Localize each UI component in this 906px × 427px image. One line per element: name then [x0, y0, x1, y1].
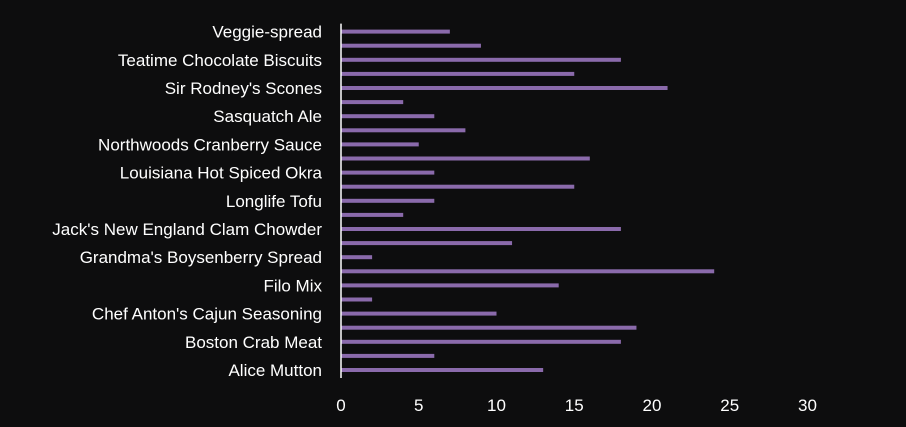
bar: [341, 114, 435, 119]
bar-group: [341, 29, 715, 372]
bar: [341, 170, 435, 175]
category-label: Alice Mutton: [228, 361, 322, 380]
bar: [341, 156, 590, 161]
category-label: Grandma's Boysenberry Spread: [80, 248, 322, 267]
category-label: Filo Mix: [263, 276, 322, 295]
bar: [341, 142, 419, 147]
bar: [341, 128, 466, 133]
bar: [341, 269, 715, 274]
category-label: Sasquatch Ale: [213, 107, 322, 126]
category-label: Northwoods Cranberry Sauce: [98, 135, 322, 154]
bar: [341, 255, 373, 260]
x-tick-label: 30: [798, 396, 817, 415]
category-label: Chef Anton's Cajun Seasoning: [92, 305, 322, 324]
category-label: Boston Crab Meat: [185, 333, 322, 352]
bar: [341, 184, 575, 189]
bar: [341, 241, 513, 246]
category-label: Teatime Chocolate Biscuits: [118, 51, 322, 70]
x-axis-tick-labels: 0 5 10 15 20 25 30: [336, 396, 817, 415]
x-tick-label: 5: [414, 396, 423, 415]
bar: [341, 212, 404, 217]
bar: [341, 297, 373, 302]
bar: [341, 86, 668, 90]
bar: [341, 283, 559, 288]
bar: [341, 339, 621, 344]
bar: [341, 57, 621, 62]
category-label: Veggie-spread: [212, 23, 322, 42]
category-label: Longlife Tofu: [226, 192, 322, 211]
x-tick-label: 20: [643, 396, 662, 415]
bar: [341, 29, 450, 34]
bar: [341, 71, 575, 76]
bar: [341, 198, 435, 203]
bar: [341, 43, 481, 48]
bar: [341, 311, 497, 316]
bar: [341, 353, 435, 358]
bar: [341, 227, 621, 231]
category-label: Sir Rodney's Scones: [165, 79, 322, 98]
category-labels: Alice Mutton Boston Crab Meat Chef Anton's…: [52, 23, 322, 380]
bar: [341, 325, 637, 330]
x-tick-label: 15: [565, 396, 584, 415]
bar: [341, 100, 404, 105]
category-label: Louisiana Hot Spiced Okra: [120, 164, 323, 183]
x-tick-label: 25: [720, 396, 739, 415]
bar: [341, 368, 544, 372]
x-tick-label: 0: [336, 396, 345, 415]
category-label: Jack's New England Clam Chowder: [52, 220, 322, 239]
x-tick-label: 10: [487, 396, 506, 415]
